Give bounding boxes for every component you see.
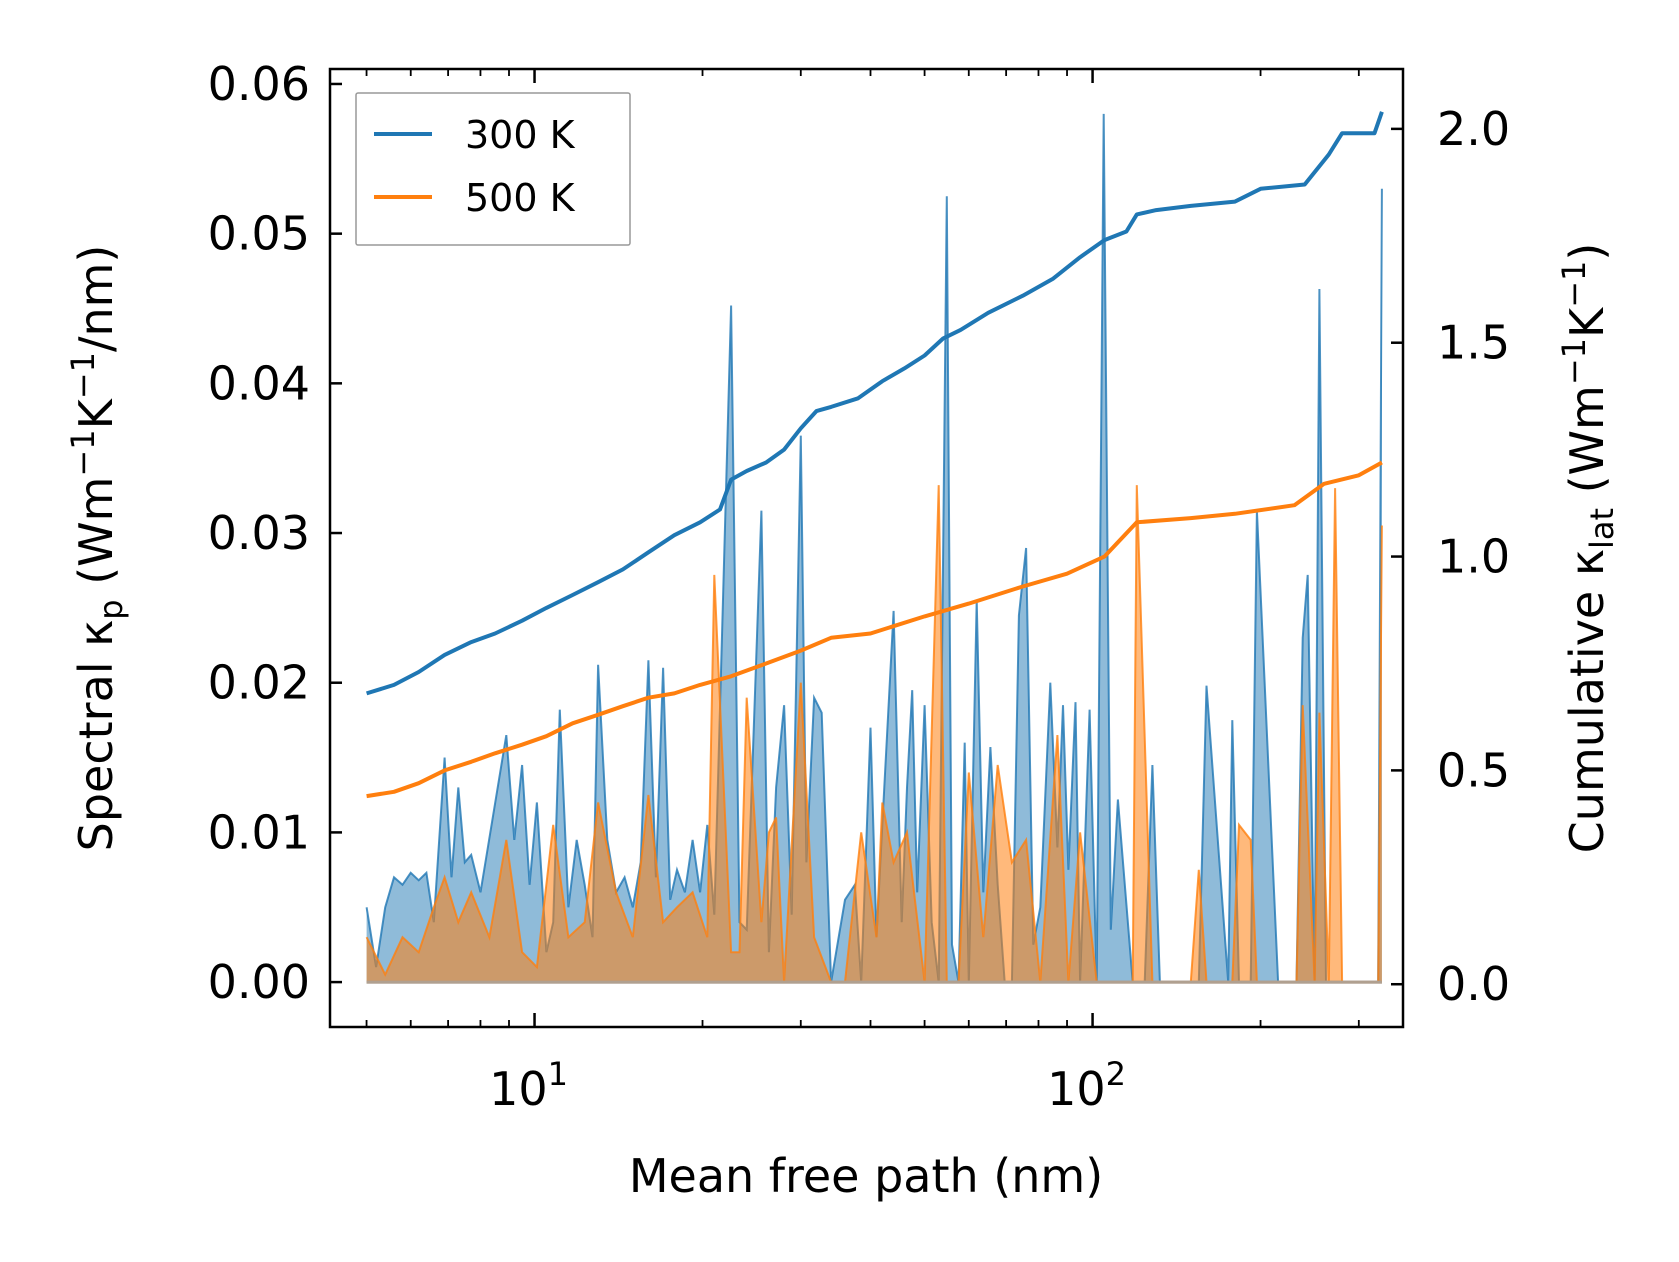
y-right-tick-label: 1.5	[1437, 316, 1510, 370]
y-left-axis-title: Spectral κp (Wm−1K−1/nm)	[64, 245, 130, 852]
x-axis-title: Mean free path (nm)	[629, 1149, 1103, 1203]
spectral-area-500k	[366, 485, 1382, 983]
legend-box	[355, 92, 631, 246]
y-right-tick-label: 1.0	[1437, 530, 1510, 584]
y-left-tick-label: 0.02	[208, 656, 310, 710]
x-tick-label: 102	[1047, 1055, 1126, 1116]
legend-label-300k: 300 K	[465, 113, 576, 157]
plot-frame	[328, 67, 1405, 1029]
legend: 300 K 500 K	[355, 92, 631, 246]
y-right-axis-title: Cumulative κlat (Wm−1K−1)	[1555, 243, 1621, 854]
y-right-tick-label: 0.5	[1437, 743, 1510, 797]
y-left-tick-label: 0.06	[208, 57, 310, 111]
cumulative-line-300k	[366, 111, 1384, 696]
x-tick-label: 101	[489, 1055, 568, 1116]
spectral-layer	[365, 113, 1383, 984]
y-left-tick-label: 0.03	[208, 506, 310, 560]
y-left-tick-label: 0.05	[208, 207, 310, 261]
cumulative-layer	[366, 111, 1384, 799]
y-right-tick-label: 2.0	[1437, 102, 1510, 156]
legend-label-500k: 500 K	[465, 176, 576, 220]
y-left-tick-label: 0.00	[208, 955, 310, 1009]
y-left-tick-label: 0.04	[208, 356, 310, 410]
ticks-layer: 0.00 0.01 0.02 0.03 0.04 0.05 0.06 0.0 0.5 1.0 1.5…	[208, 57, 1511, 1116]
y-right-tick-label: 0.0	[1437, 957, 1510, 1011]
y-left-tick-label: 0.01	[208, 805, 310, 859]
cumulative-line-500k	[366, 460, 1383, 799]
spectral-area-300k	[366, 113, 1382, 983]
